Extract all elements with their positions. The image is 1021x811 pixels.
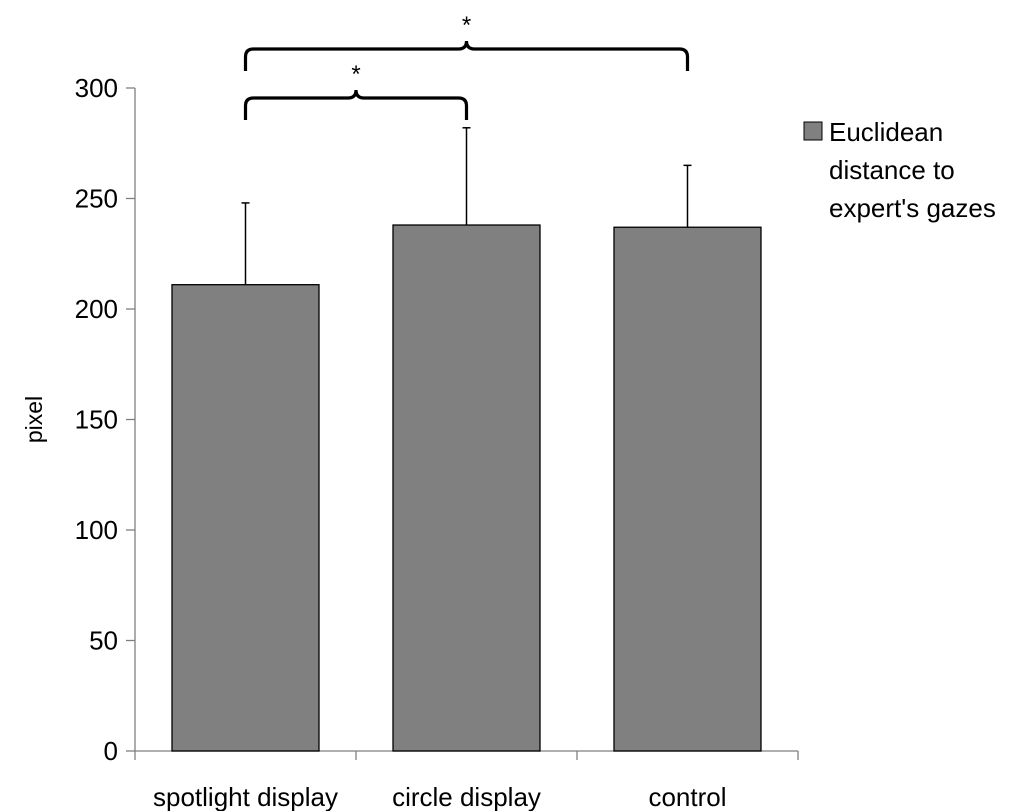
legend-entry: Euclidean distance to expert's gazes	[829, 117, 996, 223]
x-category-label: control	[648, 782, 726, 811]
legend-swatch	[803, 121, 823, 141]
y-axis-title: pixel	[21, 396, 47, 443]
legend-entry-line: expert's gazes	[829, 193, 996, 223]
bar	[171, 284, 320, 752]
significance-marker: *	[462, 12, 471, 39]
significance-bracket	[243, 89, 469, 120]
x-category-label: spotlight display	[153, 782, 338, 811]
significance-bracket	[243, 40, 690, 71]
x-axis: spotlight display circle display control	[134, 750, 799, 811]
x-category-label: circle display	[392, 782, 541, 811]
y-tick-label: 0	[104, 736, 118, 766]
legend: Euclidean distance to expert's gazes	[803, 117, 996, 223]
bar	[613, 226, 762, 752]
significance-marker: *	[351, 61, 360, 88]
bar	[392, 224, 541, 752]
legend-entry-line: distance to	[829, 155, 955, 185]
legend-entry-line: Euclidean	[829, 117, 943, 147]
error-bars	[241, 127, 692, 285]
y-axis: 0 50 100 150 200 250 300	[75, 73, 136, 766]
y-tick-label: 50	[89, 626, 118, 656]
y-tick-label: 150	[75, 405, 118, 435]
y-tick-label: 300	[75, 73, 118, 103]
y-tick-label: 200	[75, 294, 118, 324]
y-tick-label: 100	[75, 515, 118, 545]
significance-brackets: **	[243, 12, 690, 120]
bars	[171, 224, 762, 752]
y-tick-label: 250	[75, 184, 118, 214]
